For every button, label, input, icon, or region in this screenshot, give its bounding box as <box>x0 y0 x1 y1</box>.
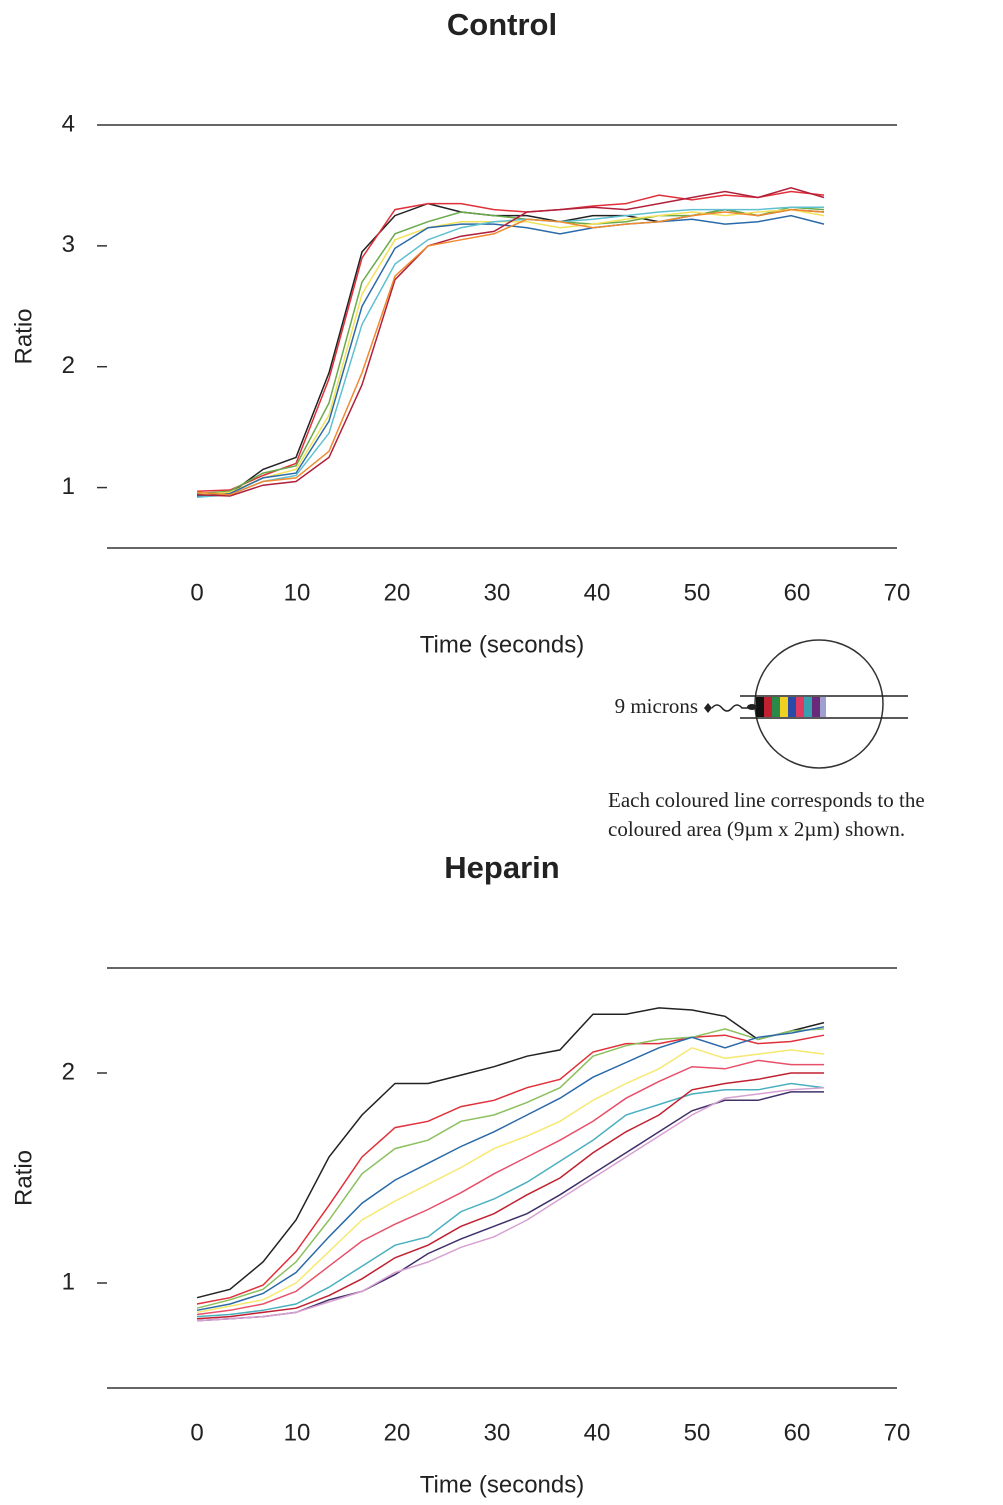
chart-title: Control <box>447 7 557 42</box>
colour-stripes <box>756 697 826 717</box>
y-axis-title: Ratio <box>10 1150 37 1206</box>
x-axis-title: Time (seconds) <box>420 1471 584 1498</box>
data-line <box>196 1086 825 1322</box>
x-tick-label: 50 <box>684 579 711 606</box>
chart-title: Heparin <box>444 850 559 885</box>
x-tick-label: 40 <box>584 1419 611 1446</box>
data-line <box>196 1059 824 1316</box>
x-tick-label: 50 <box>684 1419 711 1446</box>
y-tick-label: 1 <box>62 1268 75 1295</box>
data-line <box>196 206 824 498</box>
data-line <box>196 1072 824 1320</box>
x-tick-label: 10 <box>284 1419 311 1446</box>
x-tick-label: 60 <box>784 579 811 606</box>
data-line <box>196 190 825 492</box>
x-axis-title: Time (seconds) <box>420 631 584 658</box>
data-line <box>196 1007 825 1299</box>
data-line <box>196 1091 824 1322</box>
data-line <box>196 1034 825 1305</box>
x-tick-label: 70 <box>884 1419 911 1446</box>
y-tick-label: 1 <box>62 473 75 500</box>
data-line <box>196 214 825 497</box>
y-tick-label: 3 <box>62 231 75 258</box>
data-line <box>196 1028 825 1309</box>
x-tick-label: 10 <box>284 579 311 606</box>
x-tick-label: 0 <box>190 1419 203 1446</box>
data-line <box>196 187 825 497</box>
x-tick-label: 30 <box>484 1419 511 1446</box>
y-tick-label: 4 <box>62 110 75 137</box>
arrow <box>704 703 712 713</box>
data-line <box>196 206 825 495</box>
x-tick-label: 40 <box>584 579 611 606</box>
x-tick-label: 20 <box>384 579 411 606</box>
head <box>747 704 757 710</box>
data-line <box>196 1082 825 1318</box>
inset-label: 9 microns <box>615 694 698 718</box>
y-tick-label: 2 <box>62 352 75 379</box>
y-tick-label: 2 <box>62 1058 75 1085</box>
inset-diagram: 9 microns Each coloured line corresponds… <box>608 639 925 841</box>
data-line <box>196 202 825 497</box>
cell-outline <box>754 639 884 769</box>
data-line <box>196 1046 825 1314</box>
tail <box>711 704 748 712</box>
inset-caption: Each coloured line corresponds to the <box>608 788 925 812</box>
y-axis-title: Ratio <box>10 308 37 364</box>
x-tick-label: 60 <box>784 1419 811 1446</box>
inset-caption: coloured area (9µm x 2µm) shown. <box>608 817 905 841</box>
x-tick-label: 0 <box>190 579 203 606</box>
data-line <box>196 208 825 496</box>
x-tick-label: 30 <box>484 579 511 606</box>
x-tick-label: 70 <box>884 579 911 606</box>
data-line <box>196 1026 825 1312</box>
x-tick-label: 20 <box>384 1419 411 1446</box>
data-line <box>196 208 825 496</box>
